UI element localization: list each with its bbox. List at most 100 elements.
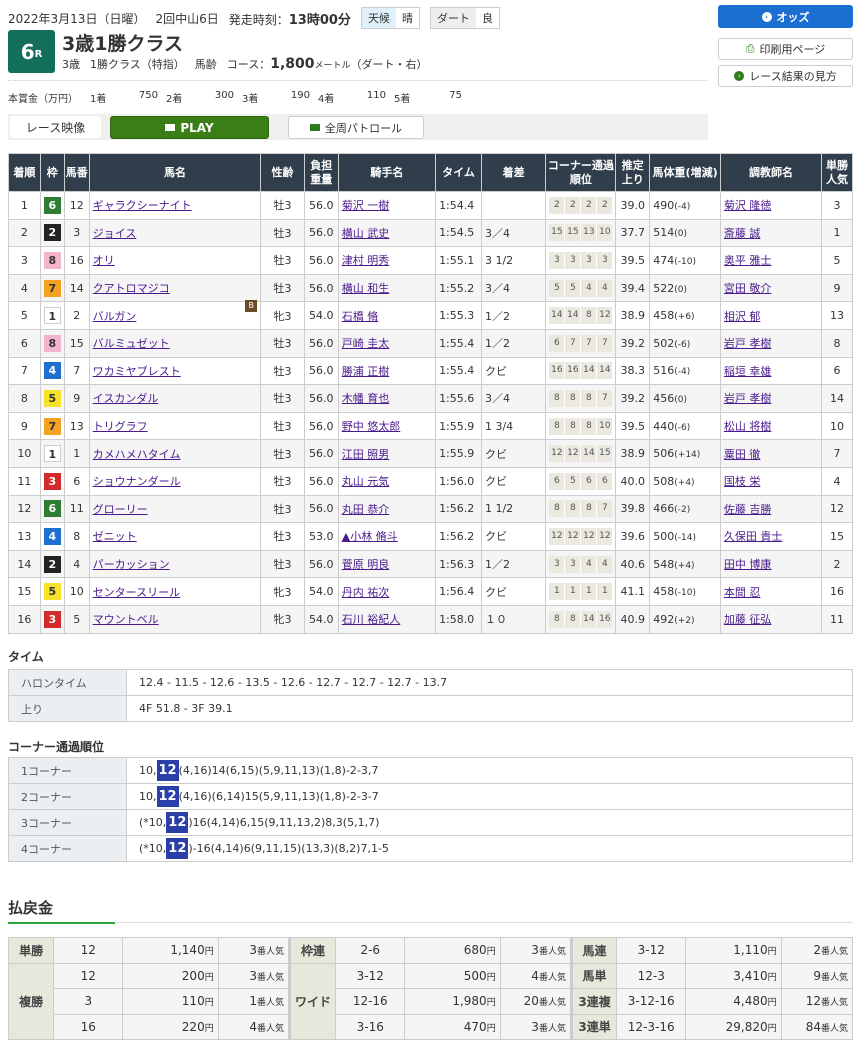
combination: 12 (53, 937, 124, 964)
horse-name-link[interactable]: センタースリール (92, 585, 181, 599)
race-number: 6 (20, 39, 35, 64)
weather-box: 天候晴 (360, 7, 420, 29)
horse-name-cell: ゼニット (88, 522, 262, 551)
horse-name-link[interactable]: ショウナンダール (92, 475, 181, 489)
last-3f: 38.9 (615, 439, 651, 468)
horse-number: 7 (63, 356, 90, 386)
jockey-link[interactable]: 丹内 祐次 (341, 585, 390, 599)
trainer-link[interactable]: 松山 将樹 (723, 420, 772, 434)
popularity-suffix: 番人気 (538, 947, 566, 958)
carried-weight: 56.0 (303, 328, 339, 358)
waku-badge: 1 (43, 445, 61, 463)
patrol-video-button[interactable]: 全周パトロール (288, 116, 424, 139)
jockey-link[interactable]: 石川 裕紀人 (341, 613, 401, 627)
trainer-link[interactable]: 相沢 郁 (723, 309, 761, 323)
how-to-read-button[interactable]: › レース結果の見方 (718, 65, 853, 87)
body-weight-cell: 514(0) (649, 218, 721, 248)
trainer-link[interactable]: 菊沢 隆徳 (723, 199, 772, 213)
finish-time: 1:55.2 (435, 273, 482, 303)
horse-name-link[interactable]: クアトロマジコ (92, 282, 170, 296)
margin: １０ (480, 604, 547, 634)
distance: 1,800 (270, 56, 315, 72)
jockey-link[interactable]: 石橋 脩 (341, 309, 379, 323)
jockey-link[interactable]: 菊沢 一樹 (341, 199, 390, 213)
last-3f: 38.9 (615, 301, 651, 330)
corner-order: (*10, 12)16(4,14)6,15(9,11,13,2)8,3(5,1,7… (126, 809, 853, 836)
trainer-link[interactable]: 奥平 雅士 (723, 254, 772, 268)
trainer-link[interactable]: 国枝 栄 (723, 475, 761, 489)
popularity-suffix: 番人気 (256, 998, 284, 1009)
time-row-value: 4F 51.8 - 3F 39.1 (126, 695, 853, 722)
body-weight-diff: (-6) (674, 422, 691, 433)
corner-position: 2 (597, 196, 613, 214)
jockey-link[interactable]: 横山 武史 (341, 226, 390, 240)
odds-button[interactable]: › オッズ (718, 5, 853, 28)
jockey-link[interactable]: 菅原 明良 (341, 558, 390, 572)
last-3f: 39.8 (615, 494, 651, 524)
jockey-link[interactable]: 戸崎 圭太 (341, 337, 390, 351)
horse-name-link[interactable]: ギャラクシーナイト (92, 199, 192, 213)
horse-name-cell: クアトロマジコ (88, 273, 262, 303)
horse-name-link[interactable]: バルガン (92, 309, 137, 323)
course-detail: （ダート・右） (350, 58, 428, 71)
print-page-button[interactable]: ⎙ 印刷用ページ (718, 38, 853, 60)
trainer-link[interactable]: 宮田 敬介 (723, 282, 772, 296)
trainer-link[interactable]: 岩戸 孝樹 (723, 337, 772, 351)
jockey-link[interactable]: 江田 照男 (341, 447, 390, 461)
prize-place: 3着 (242, 94, 259, 105)
win-popularity: 9 (821, 273, 853, 303)
jockey-link[interactable]: 勝浦 正樹 (341, 364, 390, 378)
body-weight-diff: (+4) (674, 477, 695, 488)
winner-highlight: 12 (156, 760, 179, 781)
result-row: 9 7 13 トリグラフ 牡3 56.0 野中 悠太郎 1:55.9 1 3/4 8 8 8 10 39.… (8, 411, 853, 441)
last-3f: 39.0 (615, 191, 651, 220)
jockey-link[interactable]: 野中 悠太郎 (341, 420, 401, 434)
jockey-cell: 江田 照男 (337, 439, 437, 468)
trainer-link[interactable]: 岩戸 孝樹 (723, 392, 772, 406)
horse-name-link[interactable]: グローリー (92, 502, 148, 516)
trainer-link[interactable]: 粟田 徹 (723, 447, 761, 461)
body-weight: 456 (653, 391, 675, 405)
jockey-link[interactable]: ▲小林 脩斗 (341, 530, 398, 544)
trainer-link[interactable]: 加藤 征弘 (723, 613, 772, 627)
horse-name-link[interactable]: マウントベル (92, 613, 159, 627)
horse-name-link[interactable]: オリ (92, 254, 115, 268)
payout-amount: 500 (463, 968, 487, 983)
corner-position: 2 (565, 196, 581, 214)
play-button[interactable]: PLAY (110, 116, 269, 139)
combination: 3 (53, 988, 124, 1015)
waku-badge: 7 (43, 279, 61, 297)
horse-name-link[interactable]: ワカミヤブレスト (92, 364, 181, 378)
popularity-cell: 3番人気 (499, 937, 573, 964)
carried-weight: 56.0 (303, 356, 339, 386)
horse-name-link[interactable]: バルミュゼット (92, 337, 170, 351)
corner-position: 8 (565, 500, 581, 518)
jockey-link[interactable]: 木幡 育也 (341, 392, 390, 406)
trainer-link[interactable]: 佐藤 吉勝 (723, 502, 772, 516)
waku-badge: 5 (43, 389, 61, 407)
jockey-link[interactable]: 丸田 恭介 (341, 502, 390, 516)
trainer-link[interactable]: 本間 忍 (723, 585, 761, 599)
jockey-link[interactable]: 丸山 元気 (341, 475, 390, 489)
waku-badge: 2 (43, 224, 61, 242)
video-camera-icon (309, 124, 320, 131)
prize-place: 1着 (90, 94, 107, 105)
horse-name-link[interactable]: イスカンダル (92, 392, 159, 406)
trainer-link[interactable]: 田中 博康 (723, 558, 772, 572)
jockey-cell: 野中 悠太郎 (337, 411, 437, 441)
finish-time: 1:56.3 (435, 549, 482, 579)
trainer-link[interactable]: 久保田 貴士 (723, 530, 783, 544)
horse-name-link[interactable]: パーカッション (92, 558, 170, 572)
jockey-link[interactable]: 津村 明秀 (341, 254, 390, 268)
popularity-cell: 4番人気 (217, 1013, 291, 1040)
horse-name-link[interactable]: カメハメハタイム (92, 447, 181, 461)
jockey-link[interactable]: 横山 和生 (341, 282, 390, 296)
horse-name-link[interactable]: トリグラフ (92, 420, 148, 434)
trainer-link[interactable]: 斎藤 誠 (723, 226, 761, 240)
corner-position: 7 (597, 389, 613, 407)
horse-name-link[interactable]: ジョイス (92, 226, 137, 240)
waku-cell: 5 (39, 577, 65, 606)
trainer-link[interactable]: 稲垣 幸雄 (723, 364, 772, 378)
sex-age: 牡3 (260, 384, 305, 413)
horse-name-link[interactable]: ゼニット (92, 530, 137, 544)
